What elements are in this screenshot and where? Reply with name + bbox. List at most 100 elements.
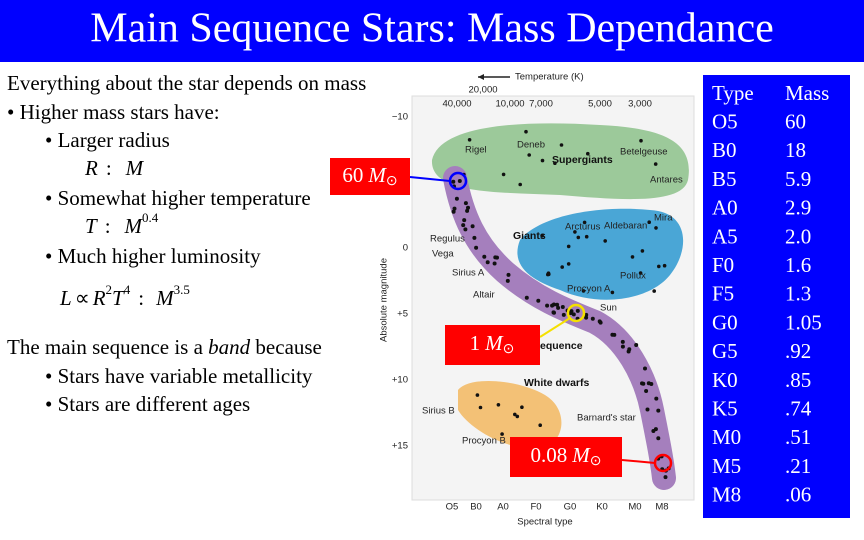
connector	[539, 317, 571, 338]
temperature-tick: 5,000	[588, 99, 612, 110]
star-dot	[454, 196, 459, 201]
table-cell: .92	[785, 339, 811, 363]
symbol: T	[112, 286, 125, 310]
sun-symbol: ⊙	[590, 454, 602, 469]
star-dot	[573, 230, 577, 234]
spectral-label: Spectral type	[517, 517, 572, 528]
star-dot	[654, 226, 658, 230]
star-dot	[451, 209, 456, 214]
spectral-tick: A0	[497, 502, 509, 513]
mass-symbol: M	[367, 163, 387, 187]
star-dot	[553, 161, 557, 165]
table-cell: .74	[785, 397, 812, 421]
slide-title: Main Sequence Stars: Mass Dependance	[90, 6, 773, 52]
formula: T: M0.4	[85, 210, 159, 238]
mass-symbol: M	[571, 443, 591, 467]
table-cell: F5	[712, 282, 734, 306]
star-dot	[463, 201, 468, 206]
symbol: ∝	[75, 286, 90, 310]
star-dot	[561, 312, 566, 317]
mass-table: Type Mass O5 60 B0 18 B5 5.9 A0 2.9 A5 2.0 F0 1.6 F5 1.…	[712, 81, 829, 507]
star-dot	[500, 432, 504, 436]
magnitude-tick: +10	[392, 375, 408, 386]
highlight-circle	[566, 303, 586, 323]
star-dot	[575, 308, 580, 313]
formula: L ∝ R2T4: M3.5	[59, 282, 190, 310]
star-dot	[640, 249, 645, 253]
star-dot	[524, 295, 529, 300]
star-dot	[566, 244, 571, 249]
symbol: R	[92, 286, 106, 310]
intro: Everything about the star depends on mas…	[7, 71, 366, 95]
star-dot	[538, 423, 542, 428]
exponent: 3.5	[174, 282, 190, 297]
region-label: Giants	[513, 230, 546, 242]
star-label: Altair	[473, 290, 495, 301]
mass-value: 1	[470, 331, 481, 355]
spectral-tick: M8	[655, 502, 668, 513]
magnitude-label: Absolute magnitude	[379, 258, 390, 342]
mass-value: 60	[342, 163, 363, 187]
star-label: Procyon B	[462, 436, 506, 447]
magnitude-tick: +5	[397, 309, 408, 320]
star-dot	[555, 302, 560, 307]
star-dot	[478, 405, 483, 410]
star-dot	[638, 271, 643, 275]
star-label: Deneb	[517, 140, 545, 151]
star-label: Pollux	[620, 271, 646, 282]
table-cell: B5	[712, 167, 737, 191]
star-dot	[620, 339, 625, 344]
star-label: Arcturus	[565, 222, 601, 233]
mass-value: 0.08	[531, 443, 568, 467]
star-label: Barnard's star	[577, 413, 636, 424]
magnitude-tick: −10	[392, 112, 408, 123]
star-dot	[653, 162, 658, 166]
star-dot	[540, 158, 545, 163]
formula: R: M	[84, 156, 145, 180]
star-dot	[641, 381, 646, 386]
star-dot	[506, 272, 511, 277]
star-dot	[520, 405, 524, 410]
star-label: Vega	[432, 249, 454, 260]
table-cell: .21	[785, 454, 811, 478]
symbol: R	[84, 156, 98, 180]
temperature-label: Temperature (K)	[515, 72, 584, 83]
symbol: :	[138, 286, 144, 310]
callout-box	[510, 437, 622, 477]
star-dot	[662, 263, 667, 268]
bullet: • Much higher luminosity	[45, 244, 261, 268]
hr-diagram: Temperature (K) Absolute magnitude Spect…	[379, 72, 695, 528]
connector	[621, 459, 656, 464]
star-label: Aldebaran	[604, 221, 647, 232]
star-dot	[462, 218, 467, 223]
star-dot	[524, 129, 528, 134]
table-cell: M8	[712, 483, 741, 507]
table-cell: 2.9	[785, 196, 811, 220]
star-dot	[630, 255, 635, 259]
star-label: Sun	[600, 303, 617, 314]
bullet: • Larger radius	[45, 128, 170, 152]
table-cell: .51	[785, 425, 811, 449]
table-cell: .06	[785, 483, 811, 507]
star-dot	[482, 254, 487, 259]
table-cell: A0	[712, 196, 738, 220]
arrow-head	[478, 74, 484, 80]
table-header: Mass	[785, 81, 829, 105]
star-dot	[566, 262, 571, 266]
star-dot	[645, 407, 650, 412]
star-dot	[485, 260, 490, 265]
star-dot	[582, 220, 587, 225]
star-dot	[556, 305, 561, 310]
star-label: Sirius A	[452, 268, 485, 279]
symbol: T	[85, 214, 98, 238]
star-label: Betelgeuse	[620, 147, 668, 158]
exponent: 2	[106, 282, 113, 297]
symbol: :	[105, 214, 111, 238]
mass-symbol: M	[484, 331, 504, 355]
star-dot	[467, 138, 472, 142]
star-dot	[513, 412, 517, 417]
region-label: White dwarfs	[524, 377, 589, 389]
star-dot	[475, 393, 480, 397]
star-dot	[657, 264, 661, 269]
